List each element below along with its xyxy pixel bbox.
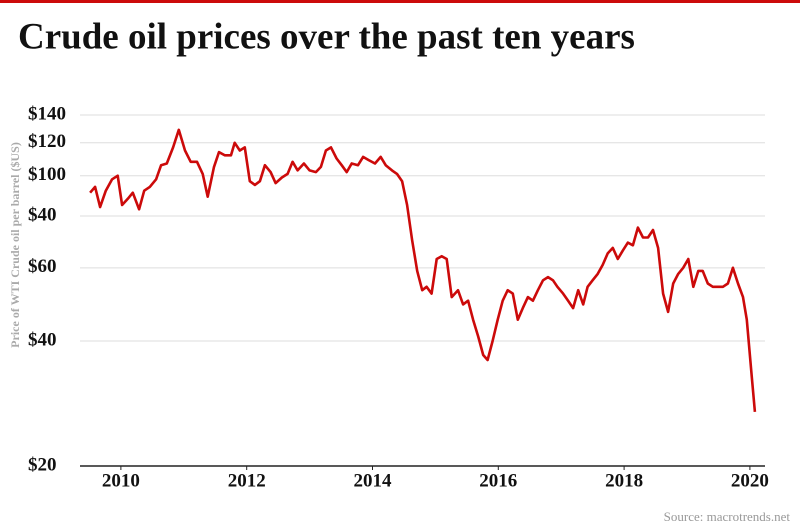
y-tick-label: $100 — [28, 164, 66, 185]
x-tick-label: 2018 — [605, 470, 643, 491]
price-line — [89, 128, 757, 413]
y-axis-title: Price of WTI Crude oil per barrel ($US) — [8, 142, 22, 348]
top-rule — [0, 0, 800, 3]
y-tick-label: $40 — [28, 204, 57, 225]
x-tick-label: 2012 — [228, 470, 266, 491]
y-tick-label: $20 — [28, 454, 57, 475]
y-tick-label: $120 — [28, 131, 66, 152]
x-tick-label: 2020 — [731, 470, 769, 491]
x-tick-label: 2014 — [353, 470, 392, 491]
y-tick-label: $60 — [28, 256, 57, 277]
y-tick-label: $140 — [28, 103, 66, 124]
chart-title: Crude oil prices over the past ten years — [18, 16, 635, 57]
x-tick-label: 2010 — [102, 470, 140, 491]
source-note: Source: macrotrends.net — [664, 509, 791, 524]
y-tick-label: $40 — [28, 329, 57, 350]
x-tick-label: 2016 — [479, 470, 517, 491]
